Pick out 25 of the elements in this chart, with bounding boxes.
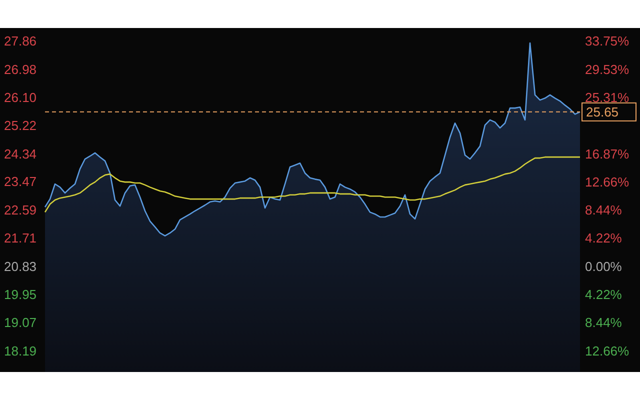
y2-tick-label: 16.87% <box>585 146 630 162</box>
y2-tick-label: 8.44% <box>585 315 622 330</box>
y-tick-label: 21.71 <box>4 230 37 246</box>
y-tick-label: 24.34 <box>4 146 37 162</box>
ref-line-label: 25.65 <box>586 104 619 120</box>
y2-tick-label: 12.66% <box>585 343 630 358</box>
y-tick-label: 27.86 <box>4 34 37 49</box>
y2-tick-label: 4.22% <box>585 230 622 246</box>
y2-tick-label: 0.00% <box>585 258 622 274</box>
y-tick-label: 19.95 <box>4 286 37 302</box>
y-tick-label: 26.10 <box>4 90 37 106</box>
y-tick-label: 26.98 <box>4 62 37 77</box>
y2-tick-label: 4.22% <box>585 286 622 302</box>
y-tick-label: 20.83 <box>4 258 37 274</box>
y2-tick-label: 8.44% <box>585 202 622 218</box>
y-tick-label: 23.47 <box>4 174 37 190</box>
y2-tick-label: 12.66% <box>585 174 630 190</box>
y2-tick-label: 33.75% <box>585 34 630 49</box>
y-tick-label: 22.59 <box>4 202 37 218</box>
line-series <box>44 156 581 213</box>
y2-tick-label: 29.53% <box>585 62 630 77</box>
y2-tick-label: 25.31% <box>585 90 630 105</box>
y-tick-label: 18.19 <box>4 343 37 358</box>
y-tick-label: 19.07 <box>4 315 37 330</box>
y-tick-label: 25.22 <box>4 118 37 134</box>
